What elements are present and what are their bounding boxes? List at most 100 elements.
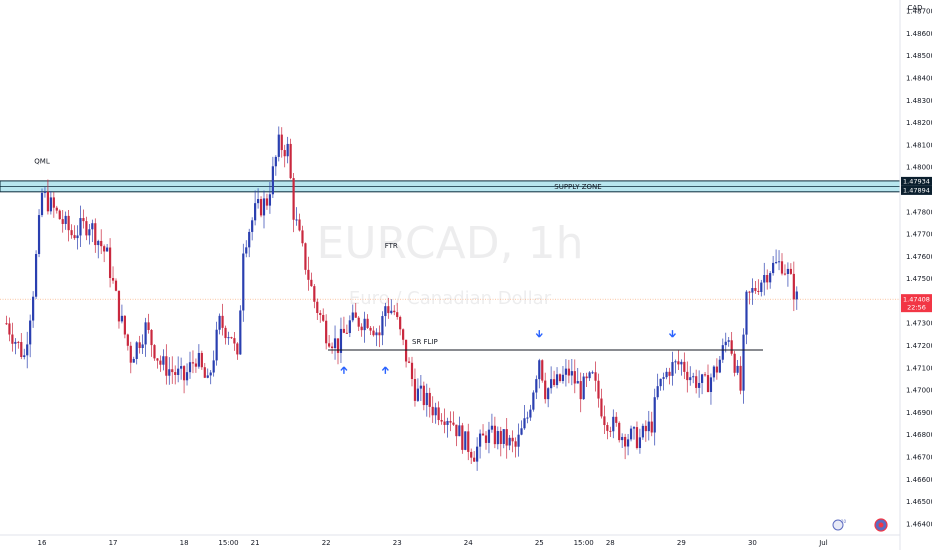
candle-body [88, 229, 91, 236]
supply-zone-tags: 1.47934 1.47894 [901, 176, 932, 195]
sr-flip[interactable]: SR FLIP [328, 338, 763, 351]
candle-body [552, 379, 556, 386]
supply-zone-label: SUPPLY ZONE [554, 183, 601, 191]
supply-zone-bottom-tag [901, 185, 932, 195]
candle-body [159, 360, 162, 365]
candle-body [777, 261, 781, 263]
candle-body [360, 326, 363, 331]
supply-zone[interactable]: SUPPLY ZONE [0, 180, 901, 193]
price-tick-label: 1.48100 [906, 141, 932, 149]
candle-body [458, 425, 461, 437]
current-price-countdown: 22:56 [907, 304, 926, 312]
price-tick-label: 1.48600 [906, 30, 932, 38]
candle-body [111, 277, 115, 281]
avatar-icon-badge[interactable] [874, 518, 888, 532]
candle-body [209, 372, 212, 376]
candle-body [224, 327, 227, 339]
candle-body [265, 198, 269, 206]
candle-body [366, 318, 369, 328]
candle-body [171, 369, 174, 373]
candle-body [496, 431, 499, 445]
time-tick-label: 21 [251, 539, 260, 547]
candle-body [502, 429, 505, 444]
candle-body [375, 332, 378, 336]
candle-body [123, 315, 126, 335]
time-tick-label: 15:00 [218, 539, 238, 547]
candle-body [505, 429, 508, 446]
candle-body [481, 433, 485, 436]
supply-zone-top-tag [901, 176, 932, 186]
avatar-icon-inner [878, 522, 884, 528]
candle-body [188, 362, 192, 373]
candle-body [236, 343, 239, 355]
candle-body [114, 280, 118, 291]
candle-body [594, 372, 597, 381]
candle-body [14, 341, 17, 344]
candle-body [621, 436, 624, 441]
candle-body [567, 368, 570, 376]
candle-body [64, 215, 67, 224]
flag-icon-badge[interactable]: 10 [832, 519, 847, 531]
candle-body [180, 366, 183, 369]
candle-body [307, 269, 310, 280]
candle-body [304, 243, 307, 270]
price-tick-label: 1.46400 [906, 520, 932, 528]
price-tick-label: 1.46700 [906, 453, 932, 461]
price-tick-label: 1.47000 [906, 387, 932, 395]
candle-body [419, 385, 422, 389]
price-tick-label: 1.47600 [906, 253, 932, 261]
candle-body [251, 220, 254, 232]
candle-body [194, 363, 198, 367]
candle-body [618, 422, 621, 441]
candle-body [597, 380, 600, 399]
candle-body [706, 375, 710, 392]
candle-body [40, 192, 44, 216]
candle-body [748, 291, 751, 293]
candle-body [310, 279, 313, 287]
arrow-down-icon [668, 330, 677, 338]
candle-body [742, 334, 745, 391]
candle-body [440, 420, 443, 422]
candle-body [185, 372, 189, 381]
price-axis[interactable]: CAD 1.487001.486001.485001.484001.483001… [899, 0, 932, 550]
price-tick-label: 1.47800 [906, 208, 932, 216]
candle-body [357, 317, 360, 327]
candle-body [8, 323, 11, 335]
time-tick-label: 23 [393, 539, 402, 547]
candle-body [301, 230, 304, 244]
candle-body [422, 385, 425, 406]
candle-body [508, 437, 511, 446]
candle-body [203, 367, 206, 378]
candle-body [641, 425, 644, 438]
candle-body [325, 320, 328, 344]
time-axis[interactable]: 16 17 18 15:00 21 22 23 24 25 15:00 28 29 30 Jul [0, 534, 900, 547]
candle-body [677, 361, 680, 365]
time-tick-label: 22 [322, 539, 331, 547]
candle-body [381, 316, 384, 336]
candle-body [558, 374, 562, 382]
candle-body [449, 420, 452, 423]
candle-body [612, 416, 615, 432]
candle-body [313, 286, 316, 302]
candle-body [79, 218, 82, 236]
candle-body [615, 416, 618, 423]
candle-body [783, 273, 787, 275]
candle-body [322, 314, 325, 321]
candle-body [766, 275, 769, 283]
candle-body [330, 346, 334, 349]
candle-body [70, 230, 73, 236]
candle-body [772, 262, 775, 274]
candle-body [425, 392, 428, 406]
time-tick-label: Jul [818, 539, 828, 547]
candle-body [736, 365, 739, 373]
candle-body [739, 365, 742, 391]
time-tick-label: 25 [535, 539, 544, 547]
candle-body [319, 312, 322, 315]
candle-body [461, 425, 464, 450]
candle-body [29, 320, 32, 345]
flag-icon-glyph: 10 [841, 519, 847, 524]
candle-body [437, 407, 440, 421]
candle-body [129, 345, 132, 363]
